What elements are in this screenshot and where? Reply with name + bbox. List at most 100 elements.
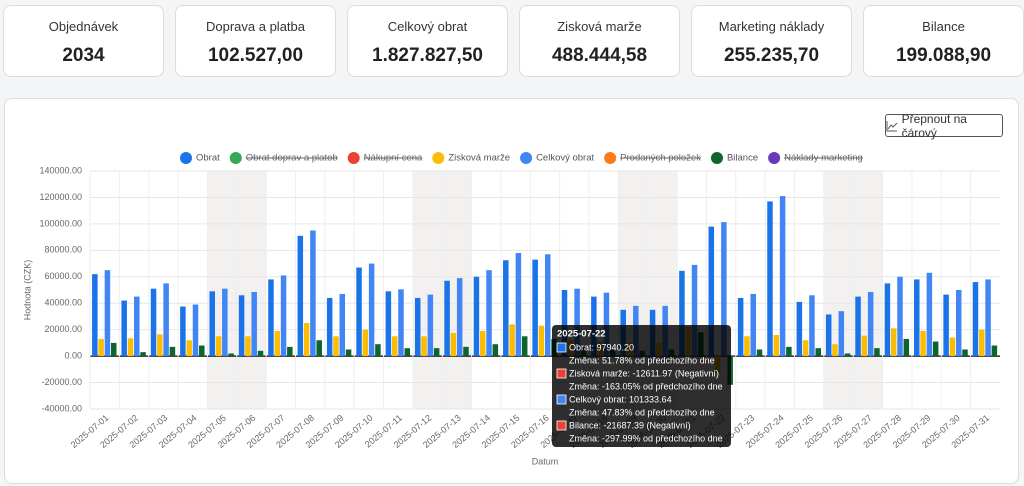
bar — [110, 342, 117, 357]
bar — [838, 311, 845, 357]
y-tick-label: 0.00 — [64, 350, 82, 360]
bar — [186, 340, 192, 357]
bar — [121, 300, 127, 357]
tooltip-swatch — [556, 420, 567, 431]
bar — [943, 294, 949, 357]
bar — [509, 324, 515, 357]
bar — [127, 338, 134, 357]
bar — [979, 329, 985, 357]
legend-marker — [768, 152, 781, 164]
y-tick-label: 60000.00 — [44, 271, 82, 281]
tooltip-swatch — [556, 394, 567, 405]
bar — [316, 340, 322, 357]
y-axis-label: Hodnota (CZK) — [22, 260, 32, 321]
bar — [815, 348, 821, 357]
kpi-card: Objednávek 2034 — [3, 5, 164, 77]
bar — [914, 279, 920, 357]
bar — [326, 297, 333, 357]
bar — [450, 332, 457, 357]
bar — [972, 282, 979, 357]
bar — [287, 346, 293, 357]
bar — [756, 349, 763, 357]
bar — [903, 338, 910, 357]
bar — [737, 297, 744, 357]
bar — [890, 328, 897, 357]
kpi-label: Zisková marže — [557, 19, 642, 34]
bar — [134, 296, 140, 357]
bar — [251, 291, 257, 357]
tooltip-title: 2025-07-22 — [557, 329, 606, 340]
kpi-value: 488.444,58 — [551, 45, 648, 66]
kpi-card: Celkový obrat 1.827.827,50 — [347, 5, 508, 77]
kpi-label: Doprava a platba — [205, 19, 305, 34]
y-tick-label: 20000.00 — [44, 324, 82, 334]
bar — [391, 336, 398, 357]
bar — [421, 336, 427, 357]
kpi-label: Marketing náklady — [718, 19, 825, 34]
bar — [861, 335, 868, 357]
legend-label: Bilance — [727, 153, 758, 164]
bar — [486, 270, 492, 357]
bar — [398, 289, 404, 357]
chart-icon — [886, 120, 898, 131]
bar — [375, 344, 381, 357]
y-tick-label: -20000.00 — [41, 377, 82, 387]
bar — [163, 283, 169, 357]
legend-marker — [229, 152, 242, 164]
tooltip-detail: Změna: 51.78% od předchozího dne — [569, 355, 715, 365]
y-tick-label: 140000.00 — [39, 165, 82, 175]
bar — [926, 272, 933, 357]
kpi-label: Bilance — [922, 19, 965, 34]
bar — [169, 346, 176, 357]
bar — [521, 336, 528, 357]
bar — [345, 349, 352, 357]
bar — [991, 345, 998, 357]
legend-marker — [710, 152, 723, 164]
bar — [444, 280, 450, 357]
bar — [222, 288, 228, 357]
y-tick-label: 100000.00 — [39, 218, 82, 228]
y-tick-label: 40000.00 — [44, 298, 82, 308]
tooltip-swatch — [556, 368, 567, 379]
kpi-value: 1.827.827,50 — [372, 45, 483, 66]
weekend-band — [412, 171, 443, 409]
bar — [479, 330, 486, 357]
bar — [855, 296, 861, 357]
bar — [297, 235, 304, 357]
bar — [809, 295, 815, 357]
tooltip-label: Obrat: 97940.20 — [569, 342, 634, 352]
bar — [532, 259, 538, 357]
bar — [802, 340, 809, 357]
bar — [104, 270, 111, 357]
bar — [150, 288, 157, 357]
bar — [433, 348, 440, 357]
tooltip-detail: Změna: -297.99% od předchozího dne — [569, 433, 723, 443]
bar — [456, 278, 463, 357]
legend-marker — [347, 152, 360, 164]
bar — [404, 348, 411, 357]
tooltip-swatch — [556, 342, 567, 353]
bar — [750, 293, 756, 357]
bar — [932, 341, 939, 357]
kpi-card: Bilance 199.088,90 — [863, 5, 1024, 77]
bar — [268, 279, 274, 357]
bar — [463, 346, 469, 357]
toggle-button[interactable]: Přepnout na čárový — [885, 112, 1003, 140]
weekend-band — [823, 171, 854, 409]
bar — [545, 254, 551, 357]
bar — [538, 325, 545, 357]
bar — [708, 226, 715, 357]
bar — [679, 270, 685, 357]
bar — [180, 306, 186, 357]
kpi-value: 199.088,90 — [895, 45, 992, 66]
legend-label: Zisková marže — [448, 153, 510, 164]
bar — [691, 264, 698, 357]
bar — [874, 348, 880, 357]
bar — [192, 304, 199, 357]
bar — [427, 294, 434, 357]
bar — [280, 275, 287, 357]
tooltip-detail: Změna: 47.83% od předchozího dne — [569, 407, 715, 417]
bar — [884, 283, 891, 357]
